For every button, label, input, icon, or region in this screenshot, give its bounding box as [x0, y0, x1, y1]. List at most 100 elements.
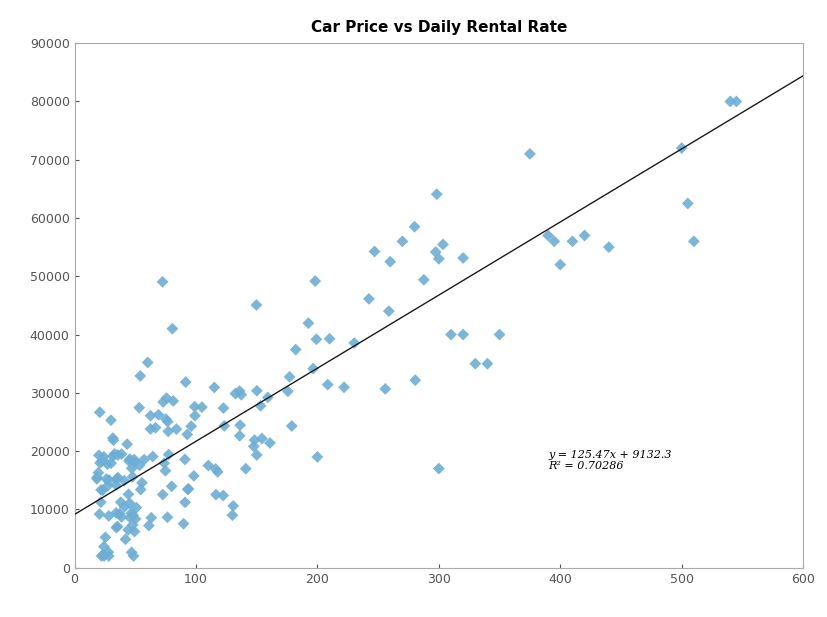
Point	[179, 497, 192, 507]
Point	[227, 501, 240, 511]
Point	[117, 502, 131, 512]
Point	[151, 410, 165, 420]
Point	[137, 455, 151, 465]
Point	[132, 403, 146, 413]
Point	[159, 466, 172, 476]
Point	[106, 452, 119, 462]
Point	[157, 458, 170, 468]
Point	[96, 550, 109, 560]
Point	[289, 345, 302, 355]
Point	[99, 474, 112, 484]
Point	[233, 420, 246, 430]
Point	[127, 455, 141, 465]
Point	[144, 424, 157, 434]
Point	[565, 236, 578, 246]
Point	[444, 329, 457, 339]
Point	[108, 449, 121, 459]
Point	[102, 511, 115, 521]
Point	[337, 383, 351, 392]
Point	[310, 452, 323, 462]
Point	[156, 490, 170, 500]
Point	[254, 401, 267, 411]
Point	[90, 474, 103, 484]
Point	[309, 334, 323, 344]
Point	[126, 472, 139, 482]
Point	[181, 484, 194, 494]
Point	[111, 521, 124, 531]
Point	[122, 456, 136, 466]
Point	[217, 403, 230, 413]
Point	[362, 294, 375, 304]
Point	[239, 464, 252, 474]
Point	[115, 449, 128, 459]
Point	[261, 392, 274, 402]
Point	[188, 402, 201, 412]
Point	[161, 426, 174, 436]
Point	[382, 306, 395, 316]
Point	[115, 512, 128, 522]
Point	[104, 458, 117, 468]
Point	[132, 460, 146, 470]
Point	[155, 277, 169, 287]
Point	[209, 490, 222, 500]
Point	[125, 547, 138, 557]
Point	[92, 450, 105, 460]
Point	[160, 512, 174, 522]
Point	[119, 534, 132, 544]
Point	[93, 407, 107, 417]
Point	[181, 484, 194, 494]
Point	[103, 475, 116, 485]
Point	[218, 421, 231, 431]
Point	[301, 318, 314, 328]
Point	[123, 499, 136, 508]
Point	[102, 551, 115, 561]
Point	[217, 491, 230, 500]
Point	[417, 275, 430, 284]
Point	[729, 96, 742, 106]
Point	[129, 514, 142, 524]
Point	[178, 455, 191, 465]
Point	[97, 542, 110, 552]
Point	[187, 471, 200, 481]
Point	[247, 442, 261, 452]
Point	[323, 334, 336, 344]
Point	[123, 454, 136, 464]
Point	[456, 253, 469, 263]
Point	[408, 222, 421, 232]
Point	[123, 513, 136, 523]
Point	[234, 390, 247, 400]
Point	[226, 510, 239, 520]
Point	[723, 96, 736, 106]
Point	[106, 433, 119, 443]
Point	[122, 525, 135, 535]
Point	[124, 508, 137, 518]
Point	[436, 239, 449, 249]
Point	[681, 199, 694, 209]
Point	[367, 247, 380, 257]
Point	[255, 434, 268, 444]
Point	[146, 452, 159, 462]
Point	[321, 379, 334, 389]
Point	[208, 383, 221, 392]
Point	[145, 513, 158, 523]
Point	[96, 486, 109, 495]
Point	[141, 357, 154, 367]
Point	[101, 481, 114, 491]
Point	[156, 397, 170, 407]
Point	[101, 459, 114, 469]
Point	[228, 389, 241, 399]
Point	[308, 276, 322, 286]
Point	[93, 458, 107, 468]
Point	[166, 396, 179, 406]
Point	[112, 509, 126, 519]
Point	[283, 372, 296, 382]
Point	[92, 468, 105, 478]
Point	[162, 450, 175, 460]
Point	[184, 421, 198, 431]
Point	[179, 377, 192, 387]
Point	[378, 384, 391, 394]
Point	[553, 260, 566, 270]
Point	[577, 231, 590, 241]
Point	[127, 551, 140, 561]
Point	[117, 476, 131, 486]
